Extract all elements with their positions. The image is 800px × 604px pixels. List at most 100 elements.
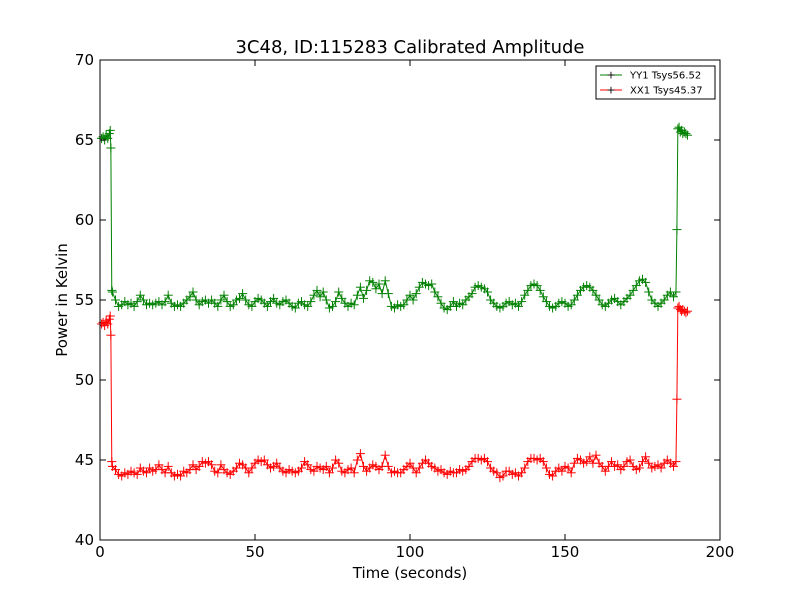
data-point-xx1: [383, 461, 393, 471]
data-point-xx1: [641, 452, 651, 462]
data-point-yy1: [411, 289, 421, 299]
data-point-yy1: [436, 298, 446, 308]
data-point-yy1: [672, 225, 682, 235]
data-point-xx1: [163, 461, 173, 471]
data-point-xx1: [585, 452, 595, 462]
data-point-xx1: [538, 457, 548, 467]
data-point-yy1: [566, 300, 576, 310]
legend-label-xx1: XX1 Tsys45.37: [630, 86, 703, 97]
data-point-xx1: [231, 463, 241, 473]
y-tick-label: 40: [75, 531, 94, 549]
ticks-layer: 0 50 100 150 200 40 45 50 55 60 65 70: [75, 51, 734, 561]
data-point-yy1: [371, 284, 381, 294]
data-point-yy1: [219, 290, 229, 300]
data-point-xx1: [634, 463, 644, 473]
data-point-xx1: [132, 469, 142, 479]
data-point-yy1: [106, 143, 116, 153]
data-point-xx1: [213, 468, 223, 478]
data-point-xx1: [247, 463, 257, 473]
data-point-xx1: [669, 461, 678, 471]
data-point-xx1: [613, 460, 623, 470]
data-point-xx1: [142, 468, 151, 478]
data-point-yy1: [321, 295, 331, 305]
data-point-yy1: [262, 301, 272, 311]
data-point-yy1: [269, 293, 279, 303]
data-point-yy1: [448, 297, 458, 307]
data-point-xx1: [355, 449, 365, 459]
data-point-xx1: [520, 463, 530, 473]
data-point-xx1: [309, 466, 319, 476]
data-point-yy1: [427, 279, 437, 289]
data-point-yy1: [538, 292, 548, 302]
data-point-yy1: [216, 295, 226, 305]
data-point-yy1: [523, 285, 533, 295]
data-point-yy1: [517, 297, 527, 307]
data-point-yy1: [303, 301, 313, 311]
chart-title: 3C48, ID:115283 Calibrated Amplitude: [235, 37, 584, 58]
data-point-yy1: [383, 289, 393, 299]
legend-marker-xx1: +: [606, 84, 615, 97]
data-point-yy1: [111, 295, 120, 305]
data-point-yy1: [309, 290, 319, 300]
data-point-yy1: [349, 300, 359, 310]
data-point-xx1: [259, 455, 269, 465]
data-point-xx1: [244, 468, 254, 478]
data-point-yy1: [682, 130, 692, 140]
data-point-yy1: [135, 290, 145, 300]
data-point-xx1: [672, 394, 682, 404]
data-point-yy1: [228, 300, 238, 310]
data-point-xx1: [359, 461, 368, 471]
data-point-yy1: [355, 282, 365, 292]
data-point-xx1: [414, 463, 424, 473]
data-point-yy1: [331, 297, 341, 307]
data-point-yy1: [399, 300, 409, 310]
data-point-xx1: [638, 457, 647, 467]
data-point-xx1: [321, 461, 331, 471]
legend: + YY1 Tsys56.52 + XX1 Tsys45.37: [595, 65, 716, 100]
data-point-yy1: [138, 295, 148, 305]
data-point-xx1: [591, 450, 601, 460]
data-point-yy1: [352, 290, 362, 300]
legend-label-yy1: YY1 Tsys56.52: [629, 71, 701, 82]
x-axis-label: Time (seconds): [352, 564, 468, 582]
data-point-yy1: [569, 295, 579, 305]
x-tick-label: 150: [551, 543, 580, 561]
data-point-xx1: [671, 457, 681, 467]
data-point-xx1: [619, 461, 629, 471]
data-point-yy1: [430, 287, 440, 297]
data-point-yy1: [380, 276, 390, 286]
data-point-yy1: [337, 293, 347, 303]
data-point-yy1: [306, 297, 316, 307]
data-point-xx1: [216, 460, 226, 470]
data-point-yy1: [132, 297, 142, 307]
series-xx1: [97, 301, 692, 483]
data-point-xx1: [682, 306, 692, 316]
data-point-yy1: [368, 277, 378, 287]
data-point-yy1: [408, 295, 418, 305]
data-point-yy1: [315, 292, 325, 302]
data-point-xx1: [154, 460, 164, 470]
data-point-xx1: [483, 457, 492, 467]
data-point-yy1: [107, 287, 117, 297]
data-point-yy1: [247, 301, 257, 311]
data-point-xx1: [405, 458, 415, 468]
data-point-xx1: [492, 468, 502, 478]
data-point-yy1: [374, 279, 384, 289]
data-point-xx1: [582, 457, 592, 467]
data-point-yy1: [458, 300, 468, 310]
x-tick-label: 0: [95, 543, 105, 561]
data-point-yy1: [405, 290, 415, 300]
data-point-xx1: [303, 460, 313, 470]
data-point-yy1: [671, 287, 681, 297]
data-point-xx1: [194, 461, 204, 471]
data-point-yy1: [572, 290, 582, 300]
y-tick-label: 55: [75, 291, 94, 309]
data-point-xx1: [569, 458, 579, 468]
data-point-xx1: [541, 463, 551, 473]
data-point-yy1: [591, 290, 601, 300]
data-point-xx1: [517, 468, 527, 478]
data-point-yy1: [514, 301, 523, 311]
data-point-yy1: [107, 285, 117, 295]
data-point-xx1: [644, 458, 654, 468]
data-point-yy1: [414, 282, 424, 292]
